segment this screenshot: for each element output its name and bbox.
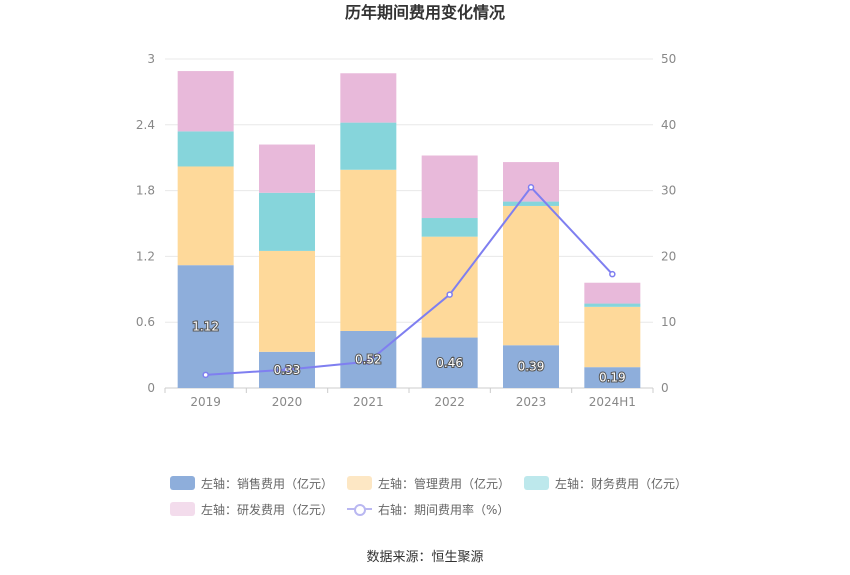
bar-segment [421, 236, 478, 338]
bar-labels: 1.12 0.33 0.52 0.46 0.39 0.19 [191, 319, 626, 386]
left-axis: 0 0.6 1.2 1.8 2.4 3 [136, 52, 155, 395]
bar-data-label: 0.39 [518, 360, 545, 374]
line-point [609, 270, 616, 278]
legend-swatch-rate [347, 502, 373, 516]
right-tick-label: 30 [661, 184, 676, 198]
line-point [283, 366, 291, 373]
expense-rate-line [202, 184, 616, 379]
gridlines [165, 58, 653, 389]
line-point [446, 291, 453, 298]
line-point [202, 371, 209, 379]
bar-data-label: 0.52 [355, 352, 382, 366]
bar-segment [584, 303, 641, 307]
bar-segment [259, 144, 315, 193]
left-tick-label: 1.2 [136, 249, 155, 263]
right-axis: 0 10 20 30 40 50 [661, 52, 676, 395]
bar-segment [421, 155, 478, 219]
legend-swatch-sales [170, 476, 195, 490]
chart-title: 历年期间费用变化情况 [345, 3, 505, 22]
bar-segment [340, 73, 397, 123]
legend-swatch-rnd [170, 502, 195, 516]
bar-data-label: 1.12 [192, 320, 219, 334]
bar-segment [259, 250, 315, 352]
x-tick-label: 2020 [272, 395, 303, 409]
left-tick-label: 3 [147, 52, 155, 66]
legend-row-1: 左轴：销售费用（亿元） 左轴：管理费用（亿元） 左轴：财务费用（亿元） [170, 470, 710, 496]
bar-segment [259, 192, 315, 251]
line-point [527, 184, 535, 191]
bar-segment [177, 166, 234, 266]
legend-swatch-admin [347, 476, 373, 490]
legend-swatch-finance [524, 476, 550, 490]
legend-label-finance: 左轴：财务费用（亿元） [555, 476, 688, 491]
legend-item-rnd[interactable]: 左轴：研发费用（亿元） [170, 501, 333, 518]
bar-data-label: 0.46 [436, 356, 463, 370]
data-source: 数据来源：恒生聚源 [366, 550, 484, 565]
bar-segment [503, 162, 559, 202]
bar-segment [340, 122, 397, 170]
left-tick-label: 1.8 [136, 184, 155, 198]
bar-segment [503, 345, 559, 388]
bar-segment [177, 131, 234, 167]
legend-label-rnd: 左轴：研发费用（亿元） [201, 502, 334, 517]
bar-segment [503, 205, 559, 346]
x-tick-label: 2024H1 [589, 395, 636, 409]
bars [177, 71, 641, 388]
right-tick-label: 20 [661, 249, 676, 263]
right-tick-label: 10 [661, 315, 676, 329]
legend-label-sales: 左轴：销售费用（亿元） [201, 476, 334, 491]
bar-segment [421, 218, 478, 237]
legend-label-rate: 右轴：期间费用率（%） [378, 502, 510, 517]
legend: 左轴：销售费用（亿元） 左轴：管理费用（亿元） 左轴：财务费用（亿元） 左轴：研… [170, 470, 710, 522]
x-tick-label: 2023 [516, 395, 547, 409]
bar-segment [584, 306, 641, 368]
legend-item-rate[interactable]: 右轴：期间费用率（%） [347, 501, 509, 518]
bar-data-label: 0.33 [274, 363, 301, 377]
legend-label-admin: 左轴：管理费用（亿元） [378, 476, 511, 491]
left-tick-label: 0 [147, 381, 155, 395]
right-tick-label: 50 [661, 52, 676, 66]
legend-item-sales[interactable]: 左轴：销售费用（亿元） [170, 475, 333, 492]
right-tick-label: 40 [661, 118, 676, 132]
line-point [365, 358, 372, 365]
bar-segment [177, 265, 234, 388]
legend-item-admin[interactable]: 左轴：管理费用（亿元） [347, 475, 510, 492]
bar-data-label: 0.19 [599, 371, 626, 385]
x-tick-label: 2022 [434, 395, 465, 409]
line-path [205, 185, 614, 376]
x-axis: 2019 2020 2021 2022 2023 2024H1 [164, 388, 654, 409]
bar-segment [584, 282, 641, 304]
legend-row-2: 左轴：研发费用（亿元） 右轴：期间费用率（%） [170, 496, 710, 522]
legend-item-finance[interactable]: 左轴：财务费用（亿元） [524, 475, 687, 492]
bar-segment [421, 337, 478, 388]
bar-segment [584, 367, 641, 388]
left-tick-label: 2.4 [136, 118, 155, 132]
bar-segment [340, 169, 397, 331]
left-tick-label: 0.6 [136, 315, 155, 329]
x-tick-label: 2021 [353, 395, 384, 409]
bar-segment [503, 201, 559, 206]
bar-segment [177, 71, 234, 132]
x-tick-label: 2019 [190, 395, 221, 409]
right-tick-label: 0 [661, 381, 669, 395]
